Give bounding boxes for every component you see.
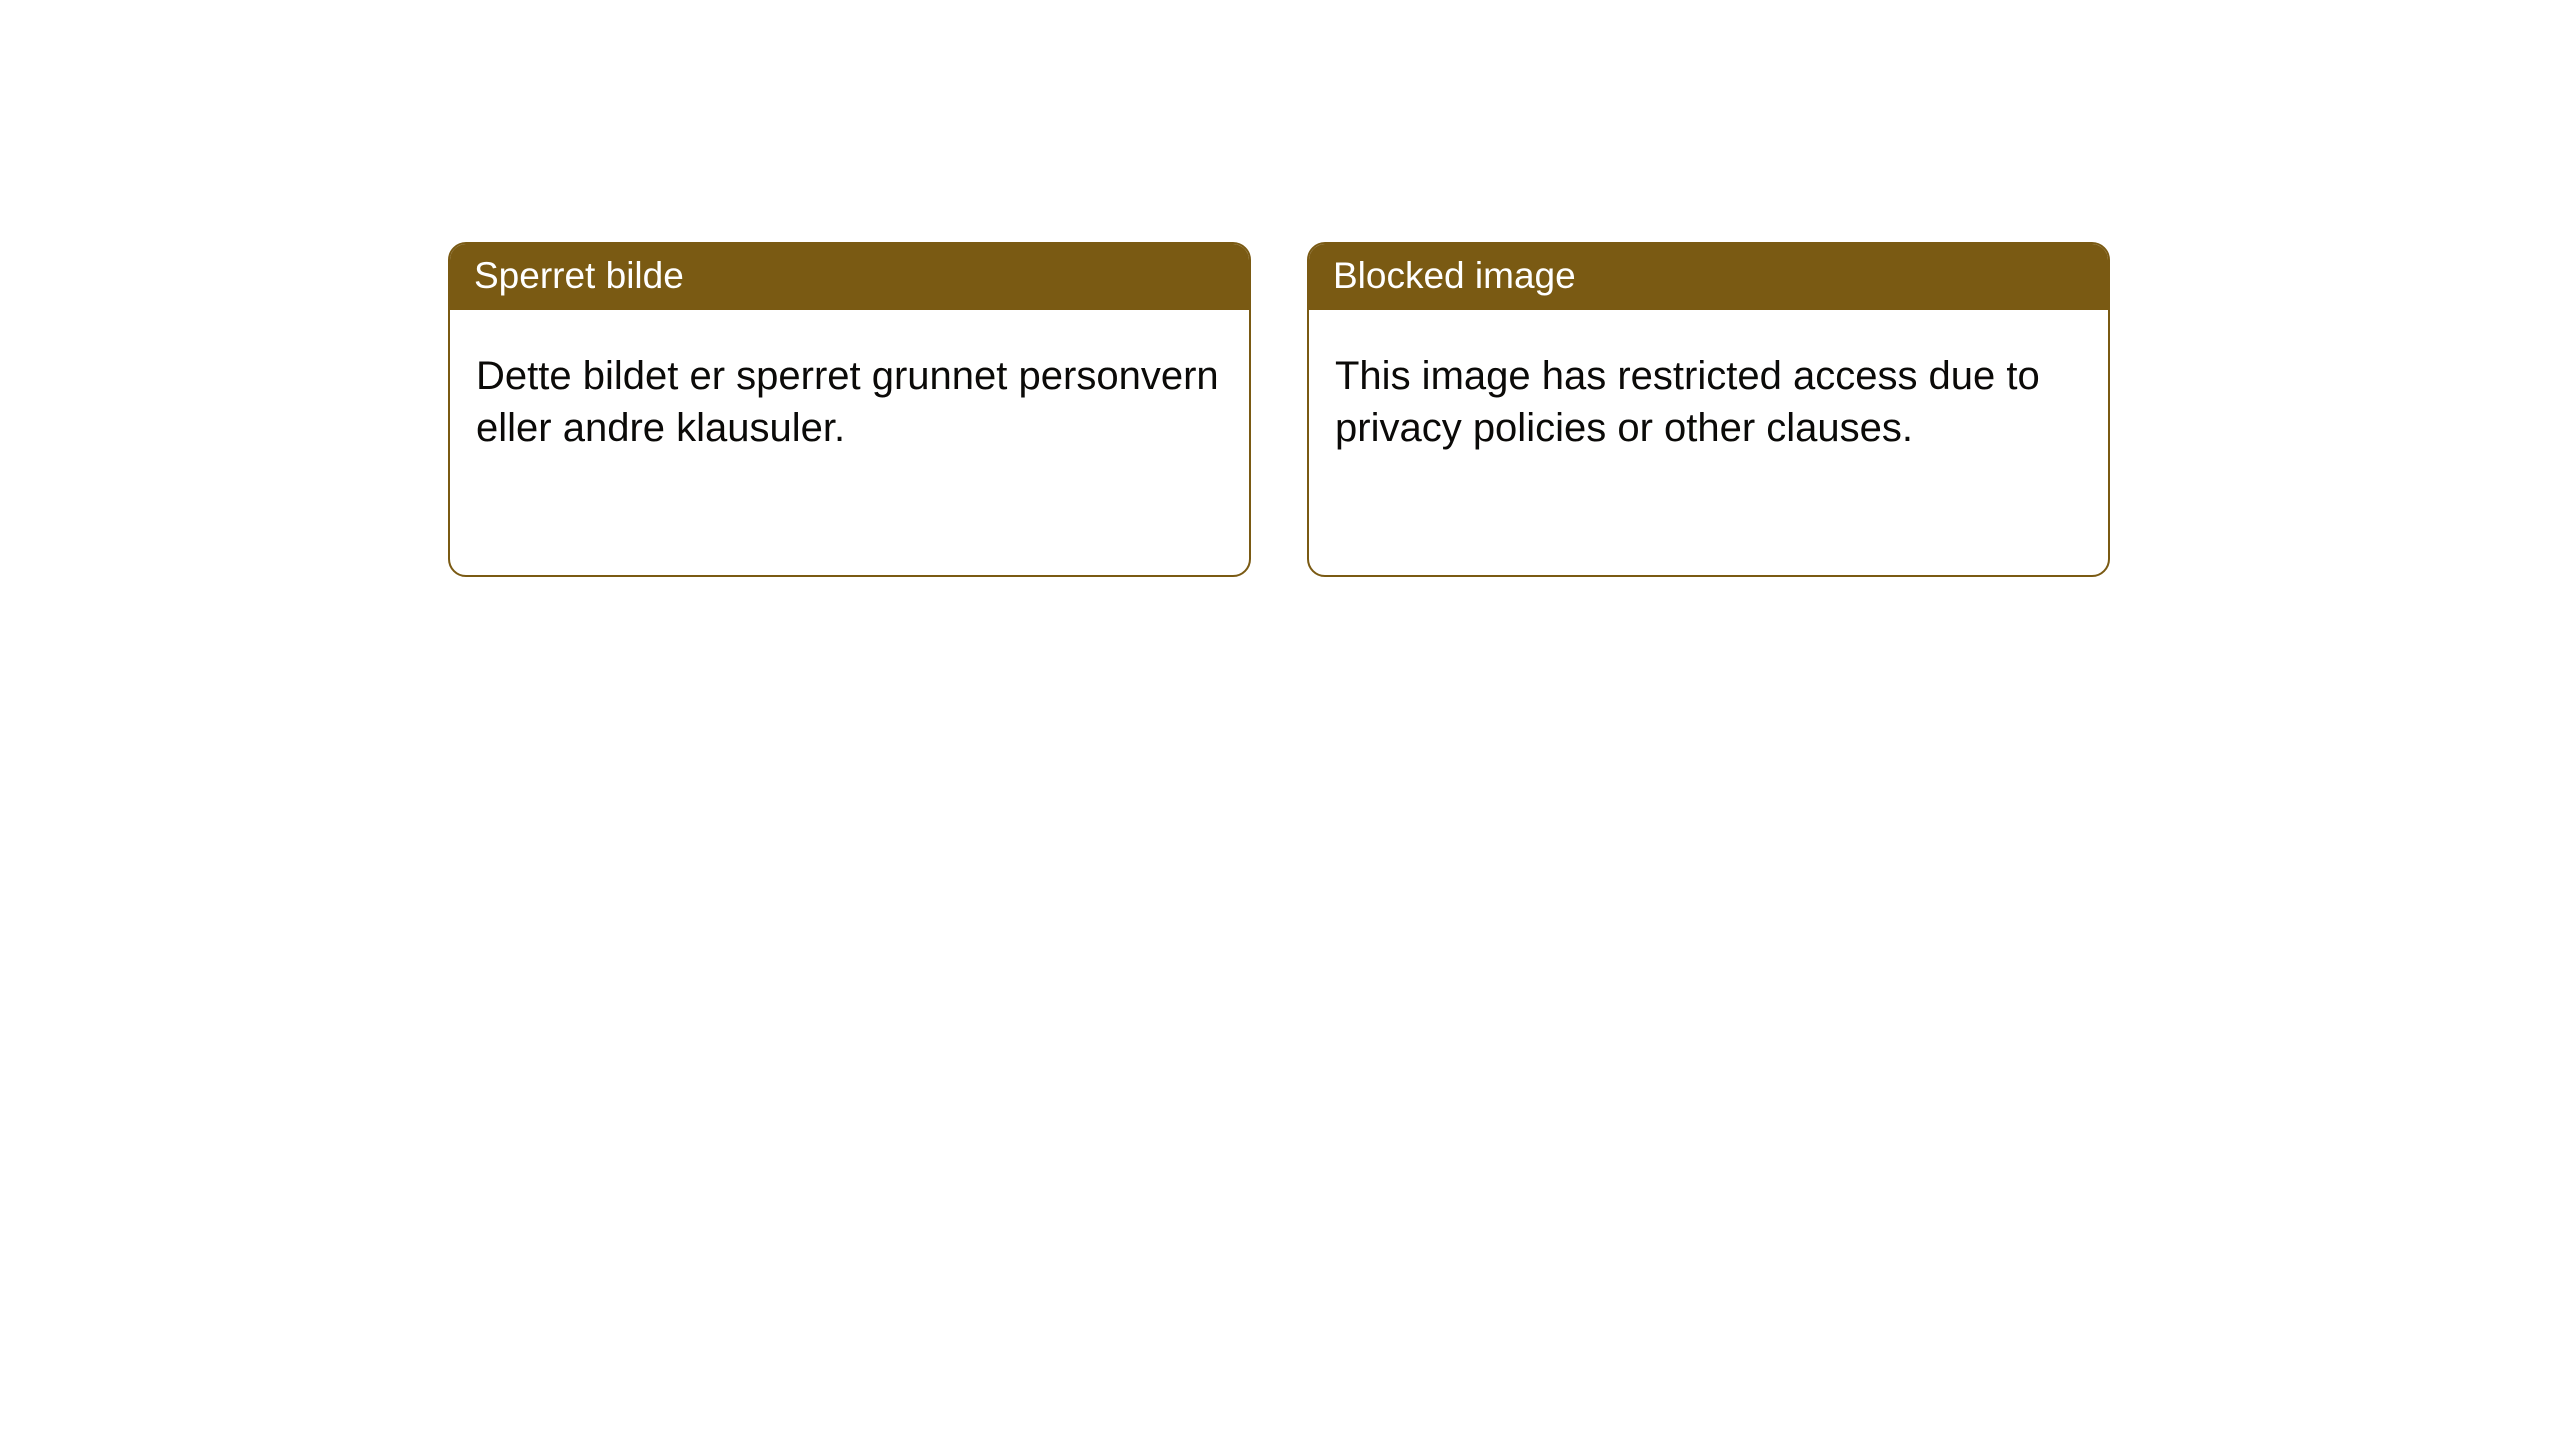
notice-body-english: This image has restricted access due to … (1309, 310, 2108, 480)
notice-card-norwegian: Sperret bilde Dette bildet er sperret gr… (448, 242, 1251, 577)
notice-container: Sperret bilde Dette bildet er sperret gr… (0, 0, 2560, 577)
notice-card-english: Blocked image This image has restricted … (1307, 242, 2110, 577)
notice-title-norwegian: Sperret bilde (450, 244, 1249, 310)
notice-title-english: Blocked image (1309, 244, 2108, 310)
notice-body-norwegian: Dette bildet er sperret grunnet personve… (450, 310, 1249, 480)
